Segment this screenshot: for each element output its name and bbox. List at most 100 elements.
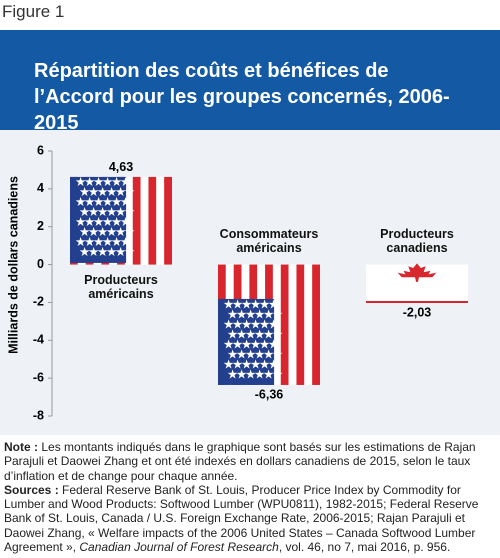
flag-star: ★ [75,175,86,189]
flag-star: ★ [227,307,238,321]
flag-star: ★ [232,337,243,351]
flag-star: ★ [268,317,279,331]
flag-star: ★ [115,225,126,239]
flag-star: ★ [106,205,117,219]
flag-bar: ★★★★★★★★★★★★★★★★★★★★★★★★★★★★★★★★★★★★★★★★… [218,264,320,385]
flag-star: ★ [272,347,283,361]
y-tick-label: 0 [37,257,44,271]
flag-star: ★ [120,235,131,249]
flag-star: ★ [232,297,243,311]
flag-star: ★ [263,367,274,381]
y-tick-label: 4 [37,181,44,195]
flag-star: ★ [124,185,135,199]
flag-star: ★ [245,307,256,321]
flag-star: ★ [106,245,117,259]
flag-star: ★ [254,347,265,361]
flag-star: ★ [227,367,238,381]
flag-star: ★ [84,195,95,209]
flag-star: ★ [88,245,99,259]
flag-star: ★ [115,205,126,219]
flag-star: ★ [236,307,247,321]
flag-bar [366,263,468,303]
flag-star: ★ [111,175,122,189]
flag-star: ★ [223,357,234,371]
chart-title: Répartition des coûts et bénéfices de l’… [34,60,450,134]
flag-star: ★ [102,235,113,249]
flag-star: ★ [97,245,108,259]
flag-star: ★ [97,225,108,239]
flag-star: ★ [259,357,270,371]
flag-canton [218,298,275,385]
flag-star: ★ [111,235,122,249]
flag-star: ★ [259,297,270,311]
flag-star: ★ [102,215,113,229]
flag-star: ★ [232,357,243,371]
flag-star: ★ [250,297,261,311]
flag-star: ★ [93,175,104,189]
flag-stripe [124,176,133,265]
sources-journal: Canadian Journal of Forest Research [79,540,279,555]
flag-stripe [312,264,320,385]
flag-star: ★ [120,175,131,189]
flag-star: ★ [93,215,104,229]
flag-stripe [148,176,157,265]
flag-star: ★ [245,367,256,381]
flag-star: ★ [79,245,90,259]
flag-star: ★ [106,225,117,239]
flag-star: ★ [236,327,247,341]
value-label: -2,03 [403,305,432,319]
maple-leaf [397,263,437,282]
flag-star: ★ [236,367,247,381]
flag-star: ★ [263,347,274,361]
category-label: Consommateurs américains [219,226,319,255]
flag-star: ★ [97,205,108,219]
flag-stripe [280,264,289,385]
flag-stripe [132,176,141,265]
flag-star: ★ [124,225,135,239]
flag-star: ★ [254,327,265,341]
flag-star: ★ [250,357,261,371]
category-label: Producteurs canadiens [380,226,454,255]
flag-star: ★ [272,367,283,381]
flag-star: ★ [88,225,99,239]
sources-end: , vol. 46, no 7, mai 2016, p. 956. [278,540,451,555]
flag-star: ★ [241,357,252,371]
flag-star: ★ [120,215,131,229]
flag-stripe [296,264,305,385]
flag-star: ★ [79,205,90,219]
value-label: -6,36 [255,387,284,401]
flag-star: ★ [245,347,256,361]
y-axis-label: Milliards de dollars canadiens [6,176,20,354]
y-tick-label: -6 [33,370,44,384]
flag-star: ★ [102,195,113,209]
header-band [0,30,500,130]
flag-star: ★ [250,317,261,331]
flag-stripe [156,176,165,265]
flag-star: ★ [97,185,108,199]
flag-star: ★ [79,225,90,239]
flag-star: ★ [268,337,279,351]
y-tick-label: -8 [33,408,44,422]
flag-stripe [288,264,297,385]
flag-stripe [304,264,313,385]
flag-star: ★ [236,347,247,361]
flag-star: ★ [75,195,86,209]
flag-bar: ★★★★★★★★★★★★★★★★★★★★★★★★★★★★★★★★★★★★★★★★… [70,175,172,265]
y-tick-label: -2 [33,295,44,309]
flag-star: ★ [268,297,279,311]
sources-text: Federal Reserve Bank of St. Louis, Produ… [4,482,479,555]
y-tick-label: 6 [37,143,44,157]
flag-star: ★ [84,215,95,229]
flag-star: ★ [93,195,104,209]
flag-star: ★ [259,317,270,331]
flag-star: ★ [75,215,86,229]
flag-stripe [140,176,149,265]
flag-star: ★ [79,185,90,199]
flag-star: ★ [111,195,122,209]
flag-star: ★ [223,317,234,331]
flag-star: ★ [106,185,117,199]
sources-label: Sources : [4,482,59,497]
flag-stripe [164,176,172,265]
flag-star: ★ [241,297,252,311]
